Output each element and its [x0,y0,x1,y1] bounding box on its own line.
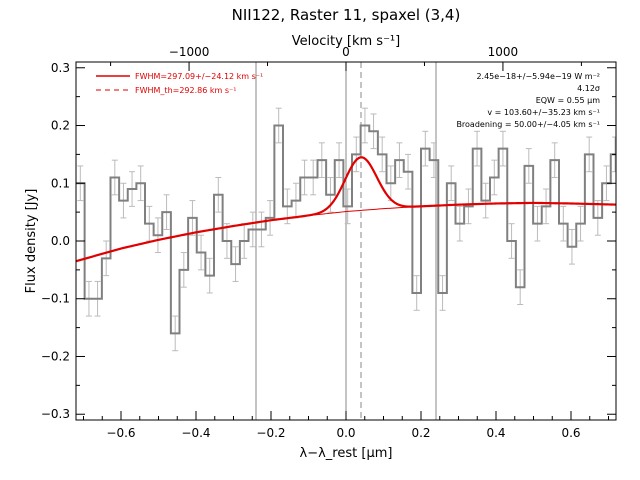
top-tick-label: −1000 [169,45,210,59]
annotation-broadening: Broadening = 50.00+/−4.05 km s⁻¹ [456,120,600,129]
y-tick-label: −0.1 [41,292,70,306]
annotation-velocity: v = 103.60+/−35.23 km s⁻¹ [487,108,600,117]
annotation-sigma: 4.12σ [577,84,600,93]
x-tick-label: 0.0 [336,426,355,440]
axes: −0.6 −0.4 −0.2 0.0 0.2 0.4 0.6 −1000 0 1000 −0.3 −0… [41,45,616,440]
gaussian-fit-line [76,156,616,263]
legend-label-fwhm-th: FWHM_th=292.86 km s⁻¹ [135,86,236,95]
data-histogram [76,124,616,335]
x-tick-label: 0.6 [561,426,580,440]
reference-lines [255,62,437,420]
y-tick-label: −0.3 [41,407,70,421]
x-tick-label: 0.2 [411,426,430,440]
x-tick-label: −0.6 [106,426,135,440]
x-axis-label: λ−λ_rest [μm] [300,446,393,461]
y-axis-label: Flux density [Jy] [24,189,39,294]
legend-label-fwhm: FWHM=297.09+/−24.12 km s⁻¹ [135,72,263,81]
x-tick-label: 0.4 [486,426,505,440]
y-tick-label: −0.2 [41,349,70,363]
y-tick-label: 0.3 [51,61,70,75]
y-tick-label: 0.1 [51,176,70,190]
fit-layer [76,156,616,263]
annotation-eqw: EQW = 0.55 μm [536,96,600,105]
fit-annotations: 2.45e−18+/−5.94e−19 W m⁻² 4.12σ EQW = 0.… [456,72,600,129]
annotation-flux: 2.45e−18+/−5.94e−19 W m⁻² [476,72,600,81]
legend: FWHM=297.09+/−24.12 km s⁻¹ FWHM_th=292.8… [96,72,263,95]
top-axis-label: Velocity [km s⁻¹] [292,34,400,49]
data-layer [76,107,616,352]
x-tick-label: −0.4 [181,426,210,440]
top-tick-label: 1000 [488,45,519,59]
y-tick-label: 0.0 [51,234,70,248]
chart-title: NII122, Raster 11, spaxel (3,4) [232,6,461,24]
y-tick-label: 0.2 [51,119,70,133]
top-tick-label: 0 [342,45,350,59]
x-tick-label: −0.2 [256,426,285,440]
